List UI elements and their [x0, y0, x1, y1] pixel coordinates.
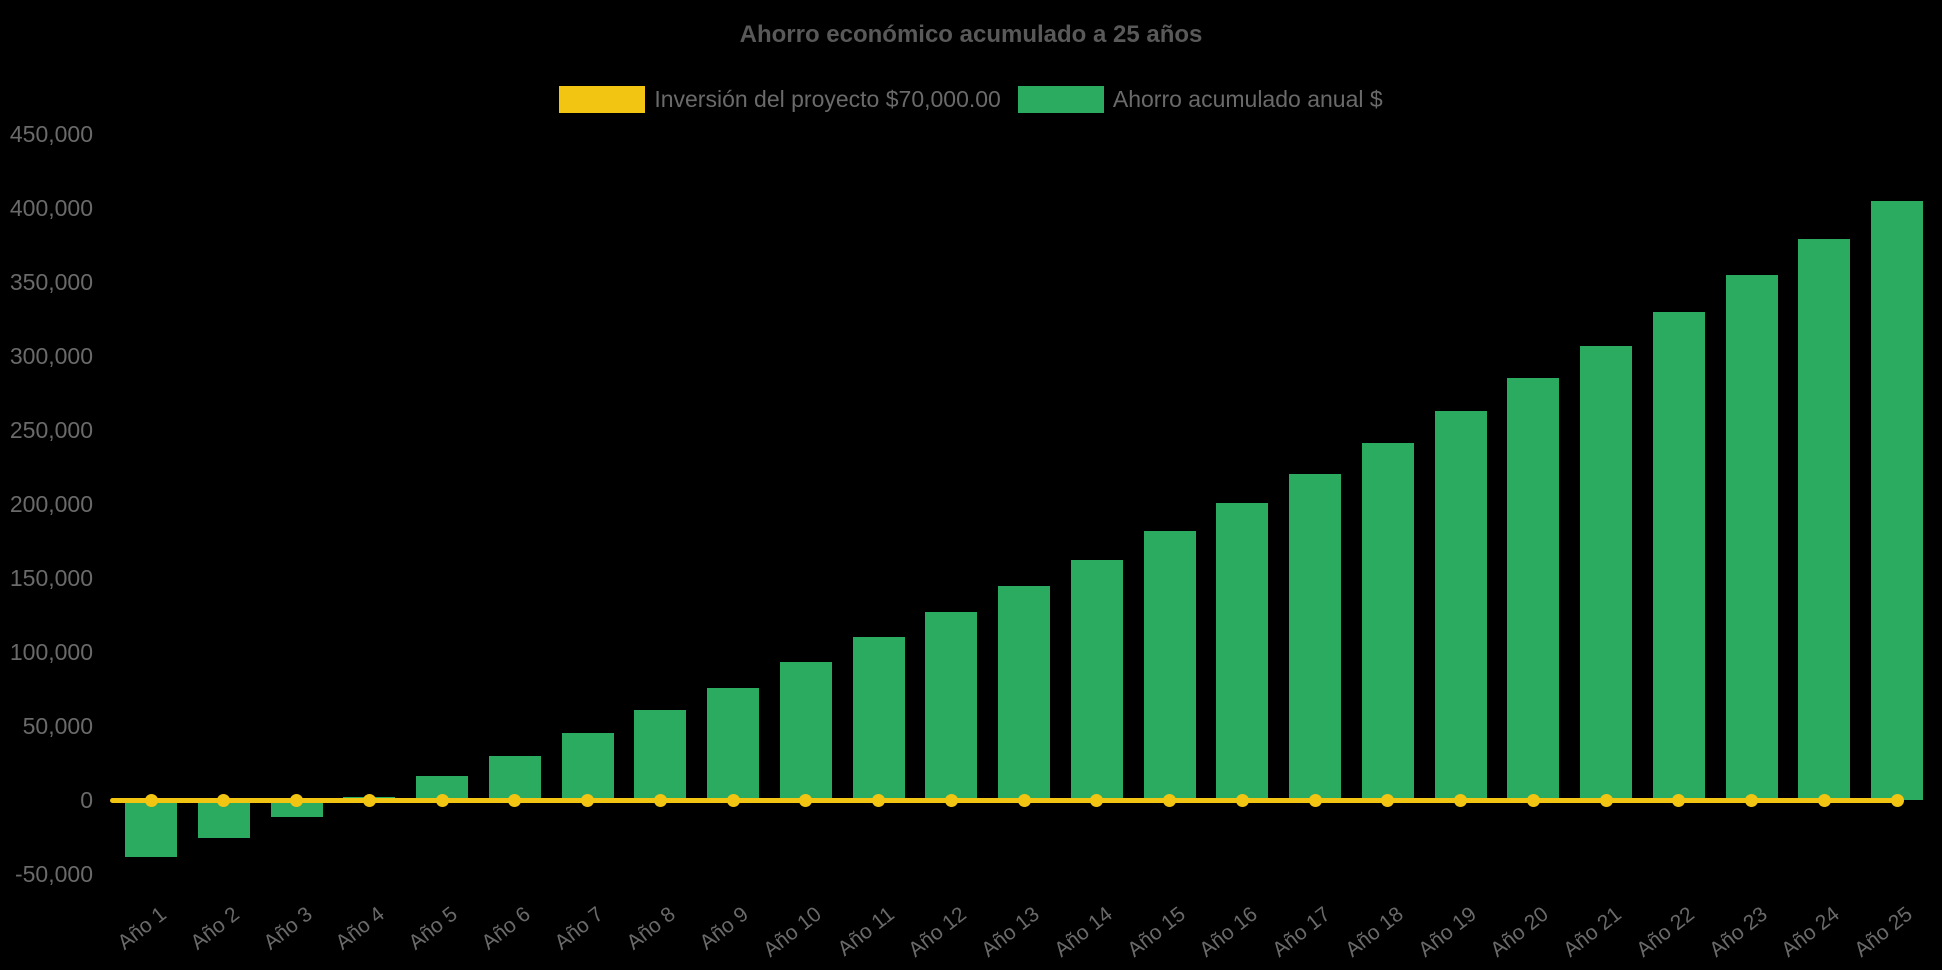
line-point-anio-1[interactable]	[144, 793, 158, 807]
legend-swatch-investment	[559, 86, 646, 113]
bar-anio-1[interactable]	[125, 800, 177, 857]
bar-anio-24[interactable]	[1798, 239, 1851, 800]
line-point-anio-9[interactable]	[726, 793, 740, 807]
x-axis-tick-label-anio-8: Año 8	[622, 902, 681, 955]
line-point-anio-13[interactable]	[1017, 793, 1031, 807]
line-point-anio-17[interactable]	[1308, 793, 1322, 807]
x-axis-tick-label-anio-21: Año 21	[1559, 902, 1626, 962]
line-point-anio-3[interactable]	[290, 793, 303, 807]
bar-anio-12[interactable]	[925, 612, 978, 800]
bar-anio-7[interactable]	[561, 733, 614, 800]
bar-anio-8[interactable]	[634, 709, 687, 800]
x-axis-tick-label-anio-9: Año 9	[695, 902, 753, 955]
bar-anio-20[interactable]	[1507, 378, 1560, 800]
y-axis-tick-label: 300,000	[9, 343, 93, 369]
bar-anio-17[interactable]	[1289, 473, 1341, 800]
bar-anio-25[interactable]	[1871, 201, 1923, 800]
x-axis-tick-label-anio-22: Año 22	[1631, 902, 1699, 962]
line-point-anio-10[interactable]	[799, 793, 813, 807]
line-point-anio-21[interactable]	[1599, 793, 1613, 807]
line-point-anio-19[interactable]	[1454, 793, 1467, 807]
line-point-anio-25[interactable]	[1890, 793, 1904, 807]
bar-anio-9[interactable]	[707, 687, 759, 800]
y-axis-tick-label: -50,000	[14, 861, 93, 887]
x-axis-tick-label-anio-14: Año 14	[1049, 902, 1117, 962]
x-axis-tick-label-anio-17: Año 17	[1268, 902, 1335, 962]
y-axis-tick-label: 250,000	[9, 417, 93, 443]
x-axis-tick-label-anio-3: Año 3	[258, 902, 317, 955]
bar-anio-13[interactable]	[998, 586, 1050, 800]
x-axis-tick-label-anio-15: Año 15	[1122, 902, 1190, 962]
x-axis-tick-label-anio-6: Año 6	[477, 902, 535, 955]
bar-anio-16[interactable]	[1216, 502, 1269, 800]
x-axis-tick-label-anio-19: Año 19	[1413, 902, 1481, 962]
bar-anio-11[interactable]	[852, 637, 905, 800]
legend-label-investment: Inversión del proyecto $70,000.00	[654, 86, 1001, 112]
line-point-anio-14[interactable]	[1090, 793, 1104, 807]
bar-anio-23[interactable]	[1725, 275, 1778, 800]
line-point-anio-2[interactable]	[217, 793, 231, 807]
x-axis-tick-label-anio-10: Año 10	[758, 902, 826, 962]
line-point-anio-6[interactable]	[508, 793, 522, 807]
bar-anio-18[interactable]	[1361, 442, 1414, 800]
bar-anio-21[interactable]	[1580, 345, 1632, 800]
x-axis-tick-label-anio-12: Año 12	[904, 902, 972, 962]
line-point-anio-15[interactable]	[1163, 793, 1176, 807]
line-point-anio-12[interactable]	[944, 793, 958, 807]
y-axis-tick-label: 350,000	[9, 269, 93, 295]
investment-line	[110, 797, 1903, 803]
x-axis-tick-label-anio-16: Año 16	[1195, 902, 1263, 962]
chart-title: Ahorro económico acumulado a 25 años	[739, 21, 1203, 48]
line-point-anio-5[interactable]	[435, 793, 449, 807]
legend-label-savings: Ahorro acumulado anual $	[1112, 86, 1383, 112]
x-axis-tick-label-anio-24: Año 24	[1777, 902, 1845, 962]
legend: Inversión del proyecto $70,000.00 Ahorro…	[0, 86, 1942, 113]
y-axis-tick-label: 200,000	[9, 491, 93, 517]
bar-anio-22[interactable]	[1652, 311, 1705, 800]
y-axis-tick-label: 150,000	[9, 565, 93, 591]
line-point-anio-22[interactable]	[1672, 793, 1686, 807]
y-axis-tick-label: 400,000	[9, 195, 93, 221]
line-point-anio-7[interactable]	[581, 793, 594, 807]
bar-anio-14[interactable]	[1070, 559, 1123, 800]
legend-item-savings[interactable]: Ahorro acumulado anual $	[1017, 86, 1383, 113]
y-axis-tick-label: 0	[80, 787, 93, 813]
bar-anio-3[interactable]	[270, 800, 323, 818]
bar-anio-6[interactable]	[488, 755, 541, 800]
y-axis-tick-label: 100,000	[9, 639, 93, 665]
line-point-anio-4[interactable]	[362, 793, 376, 807]
x-axis-tick-label-anio-13: Año 13	[977, 902, 1044, 962]
x-axis-tick-label-anio-2: Año 2	[186, 902, 244, 955]
line-point-anio-20[interactable]	[1526, 793, 1540, 807]
line-point-anio-23[interactable]	[1745, 793, 1758, 807]
x-axis-tick-label-anio-20: Año 20	[1486, 902, 1554, 962]
line-point-anio-18[interactable]	[1381, 793, 1395, 807]
x-axis-tick-label-anio-5: Año 5	[404, 902, 462, 955]
line-point-anio-24[interactable]	[1817, 793, 1831, 807]
bar-anio-15[interactable]	[1143, 531, 1196, 800]
x-axis-tick-label-anio-7: Año 7	[549, 902, 608, 955]
legend-item-investment[interactable]: Inversión del proyecto $70,000.00	[559, 86, 1001, 113]
y-axis-tick-label: 50,000	[22, 713, 93, 739]
bar-anio-19[interactable]	[1434, 410, 1487, 800]
line-point-anio-8[interactable]	[653, 793, 667, 807]
legend-swatch-savings	[1017, 86, 1104, 113]
x-axis-tick-label-anio-25: Año 25	[1850, 902, 1917, 962]
x-axis-tick-label-anio-18: Año 18	[1340, 902, 1408, 962]
bar-anio-10[interactable]	[779, 662, 832, 800]
x-axis-tick-label-anio-4: Año 4	[331, 902, 390, 955]
line-point-anio-11[interactable]	[872, 793, 885, 807]
y-axis-tick-label: 450,000	[9, 121, 93, 147]
x-axis-tick-label-anio-23: Año 23	[1704, 902, 1772, 962]
x-axis-tick-label-anio-1: Año 1	[113, 902, 171, 955]
line-point-anio-16[interactable]	[1235, 793, 1249, 807]
bar-anio-5[interactable]	[416, 776, 468, 800]
x-axis-tick-label-anio-11: Año 11	[832, 902, 899, 961]
